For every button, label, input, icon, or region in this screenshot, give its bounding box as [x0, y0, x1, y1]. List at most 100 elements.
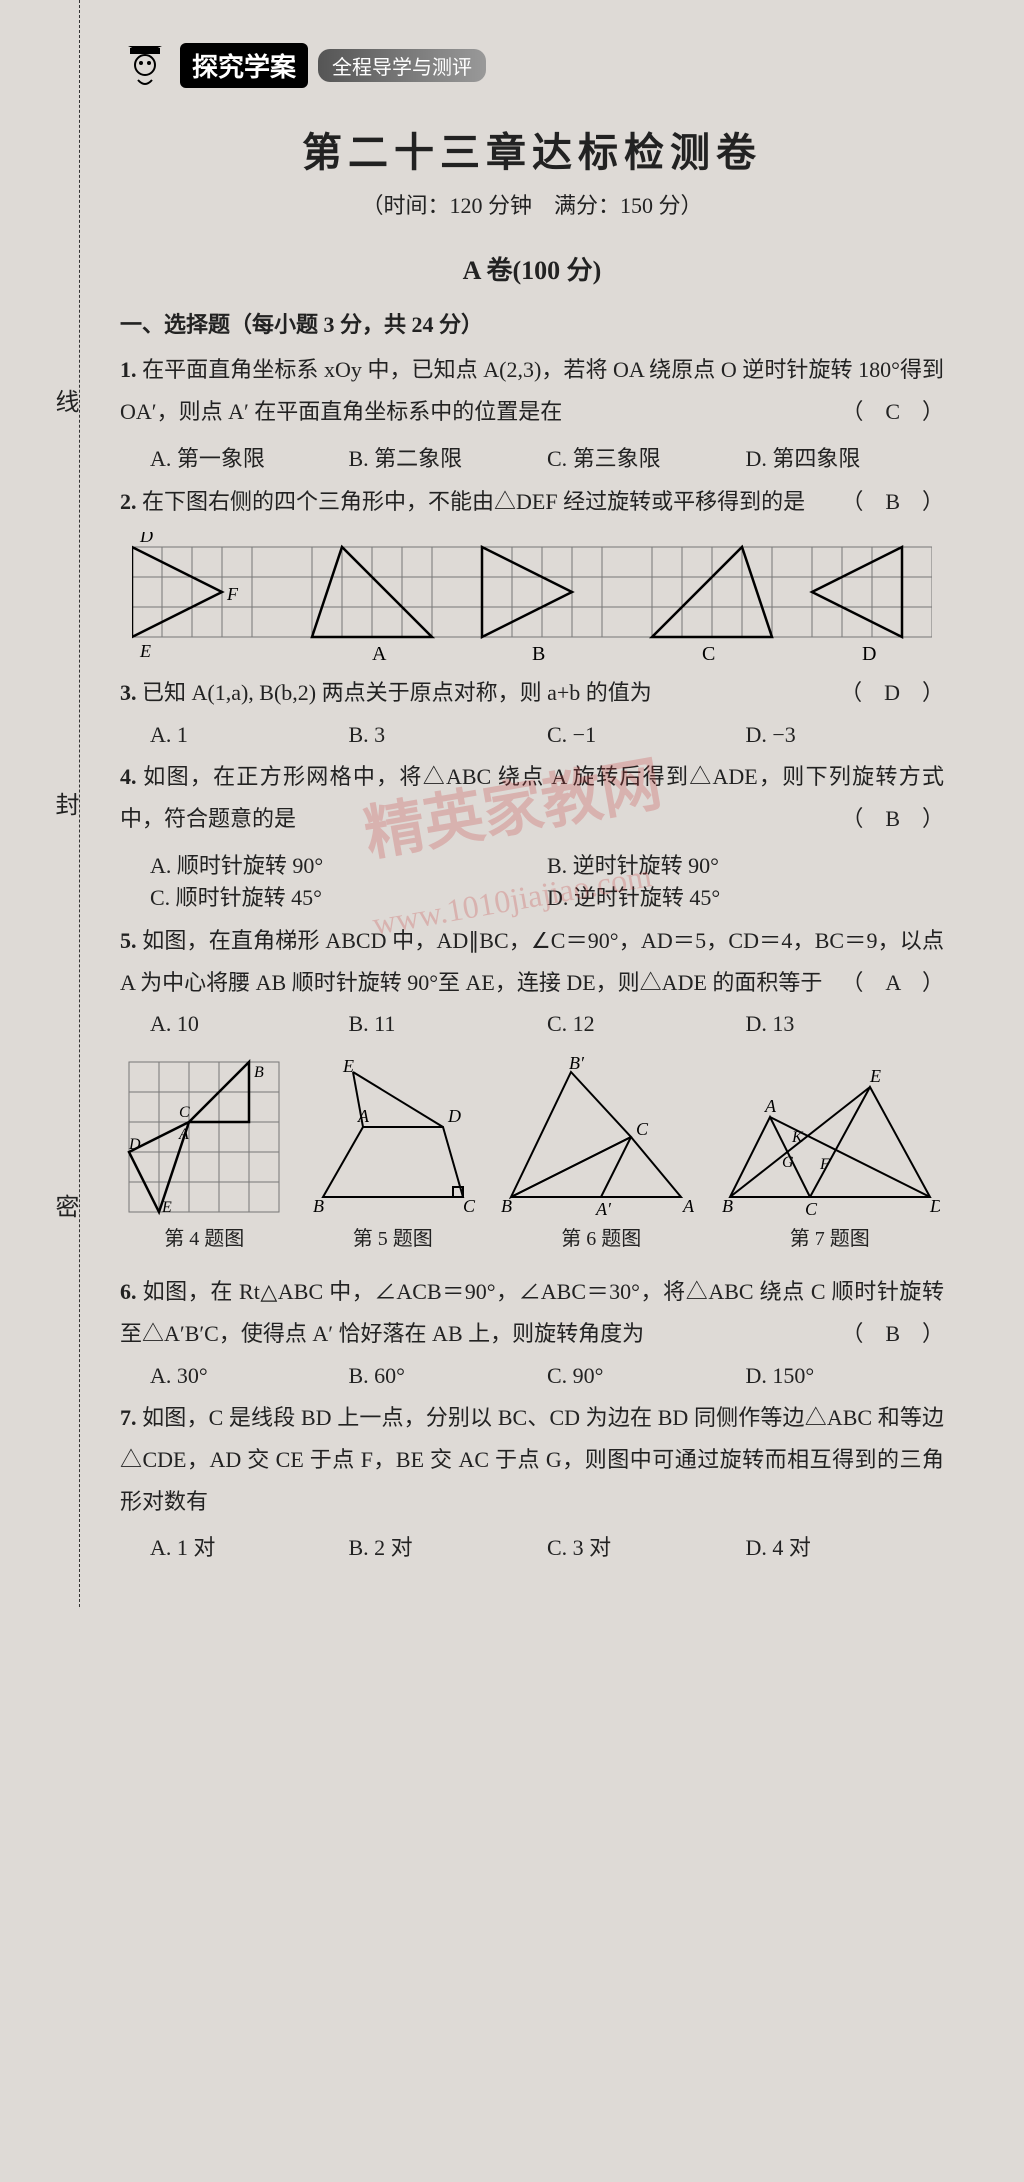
- q6-num: 6.: [120, 1279, 137, 1304]
- svg-text:D: D: [862, 643, 876, 662]
- q1-options: A. 第一象限 B. 第二象限 C. 第三象限 D. 第四象限: [150, 441, 944, 473]
- question-3: 3. 已知 A(1,a), B(b,2) 两点关于原点对称，则 a+b 的值为 …: [120, 672, 944, 714]
- question-4: 4. 如图，在正方形网格中，将△ABC 绕点 A 旋转后得到△ADE，则下列旋转…: [120, 756, 944, 840]
- brand-subtitle: 全程导学与测评: [318, 49, 486, 82]
- question-1: 1. 在平面直角坐标系 xOy 中，已知点 A(2,3)，若将 OA 绕原点 O…: [120, 349, 944, 433]
- q5-num: 5.: [120, 928, 137, 953]
- figure-row: A B C D E 第 4 题图 E A D B C 第 5 题图: [120, 1057, 944, 1251]
- q7-num: 7.: [120, 1405, 137, 1430]
- svg-text:B′: B′: [569, 1057, 585, 1073]
- time-score-info: （时间：120 分钟 满分：150 分）: [120, 188, 944, 220]
- svg-text:F: F: [226, 584, 239, 604]
- q5-options: A. 10 B. 11 C. 12 D. 13: [150, 1011, 944, 1037]
- svg-text:C: C: [636, 1119, 649, 1139]
- svg-text:G: G: [782, 1154, 794, 1171]
- q6-answer: （ B ）: [841, 1313, 944, 1355]
- side-label-3: 密: [47, 1194, 82, 1218]
- svg-text:D: D: [447, 1106, 461, 1126]
- q7-opt-d: D. 4 对: [746, 1530, 945, 1562]
- fig4: A B C D E 第 4 题图: [124, 1057, 284, 1251]
- q3-options: A. 1 B. 3 C. −1 D. −3: [150, 722, 944, 748]
- q4-opt-d: D. 逆时针旋转 45°: [547, 880, 944, 912]
- q4-options: A. 顺时针旋转 90° B. 逆时针旋转 90° C. 顺时针旋转 45° D…: [150, 848, 944, 912]
- svg-text:C: C: [463, 1196, 476, 1216]
- chapter-title: 第二十三章达标检测卷: [120, 120, 944, 178]
- q3-answer: （ D ）: [840, 672, 944, 714]
- svg-text:A: A: [764, 1096, 777, 1116]
- question-2: 2. 在下图右侧的四个三角形中，不能由△DEF 经过旋转或平移得到的是 （ B …: [120, 481, 944, 523]
- q7-opt-a: A. 1 对: [150, 1530, 349, 1562]
- q2-answer: （ B ）: [841, 481, 944, 523]
- q1-num: 1.: [120, 357, 137, 382]
- section-a-title: A 卷(100 分): [120, 250, 944, 287]
- q1-opt-d: D. 第四象限: [746, 441, 945, 473]
- svg-text:E: E: [342, 1057, 354, 1076]
- part1-heading: 一、选择题（每小题 3 分，共 24 分）: [120, 307, 944, 339]
- svg-text:A: A: [357, 1106, 370, 1126]
- page-header: 探究学案 全程导学与测评: [120, 40, 944, 90]
- q5-text: 如图，在直角梯形 ABCD 中，AD∥BC，∠C＝90°，AD＝5，CD＝4，B…: [120, 928, 944, 995]
- brand-title: 探究学案: [180, 43, 308, 88]
- q7-options: A. 1 对 B. 2 对 C. 3 对 D. 4 对: [150, 1530, 944, 1562]
- q3-num: 3.: [120, 680, 137, 705]
- q4-opt-b: B. 逆时针旋转 90°: [547, 848, 944, 880]
- question-5: 5. 如图，在直角梯形 ABCD 中，AD∥BC，∠C＝90°，AD＝5，CD＝…: [120, 920, 944, 1004]
- q2-text: 在下图右侧的四个三角形中，不能由△DEF 经过旋转或平移得到的是: [142, 489, 805, 514]
- q6-opt-a: A. 30°: [150, 1363, 349, 1389]
- q3-opt-a: A. 1: [150, 722, 349, 748]
- q3-text: 已知 A(1,a), B(b,2) 两点关于原点对称，则 a+b 的值为: [142, 680, 652, 705]
- q1-text: 在平面直角坐标系 xOy 中，已知点 A(2,3)，若将 OA 绕原点 O 逆时…: [120, 357, 944, 424]
- svg-text:A: A: [682, 1196, 695, 1216]
- fig7: A E B C D K G F 第 7 题图: [720, 1057, 940, 1251]
- q1-answer: （ C ）: [841, 391, 944, 433]
- q1-opt-a: A. 第一象限: [150, 441, 349, 473]
- seal-line: 线 封 密: [50, 0, 80, 1607]
- q7-text: 如图，C 是线段 BD 上一点，分别以 BC、CD 为边在 BD 同侧作等边△A…: [120, 1405, 944, 1514]
- svg-text:D: D: [139, 532, 153, 546]
- question-7: 7. 如图，C 是线段 BD 上一点，分别以 BC、CD 为边在 BD 同侧作等…: [120, 1397, 944, 1522]
- fig6-caption: 第 6 题图: [501, 1222, 701, 1251]
- q5-opt-c: C. 12: [547, 1011, 746, 1037]
- svg-text:A′: A′: [595, 1199, 612, 1217]
- svg-text:F: F: [819, 1156, 830, 1173]
- fig7-caption: 第 7 题图: [720, 1222, 940, 1251]
- q3-opt-c: C. −1: [547, 722, 746, 748]
- svg-text:B: B: [254, 1064, 264, 1081]
- q2-figure: D E F A B C D: [132, 532, 932, 662]
- q6-opt-d: D. 150°: [746, 1363, 945, 1389]
- fig4-caption: 第 4 题图: [124, 1222, 284, 1251]
- q7-opt-c: C. 3 对: [547, 1530, 746, 1562]
- svg-text:E: E: [139, 641, 151, 661]
- svg-text:E: E: [161, 1199, 172, 1216]
- q6-opt-c: C. 90°: [547, 1363, 746, 1389]
- q5-opt-b: B. 11: [349, 1011, 548, 1037]
- q3-opt-d: D. −3: [746, 722, 945, 748]
- q4-num: 4.: [120, 764, 137, 789]
- q4-answer: （ B ）: [841, 798, 944, 840]
- svg-text:C: C: [805, 1199, 818, 1217]
- q4-opt-c: C. 顺时针旋转 45°: [150, 880, 547, 912]
- q7-opt-b: B. 2 对: [349, 1530, 548, 1562]
- q6-opt-b: B. 60°: [349, 1363, 548, 1389]
- svg-text:B: B: [722, 1196, 733, 1216]
- q1-opt-b: B. 第二象限: [349, 441, 548, 473]
- svg-text:B: B: [501, 1196, 512, 1216]
- q4-opt-a: A. 顺时针旋转 90°: [150, 848, 547, 880]
- q5-answer: （ A ）: [841, 962, 944, 1004]
- svg-text:D: D: [929, 1196, 940, 1216]
- fig5-caption: 第 5 题图: [303, 1222, 483, 1251]
- q3-opt-b: B. 3: [349, 722, 548, 748]
- svg-text:E: E: [869, 1066, 881, 1086]
- svg-text:D: D: [128, 1136, 141, 1153]
- q4-text: 如图，在正方形网格中，将△ABC 绕点 A 旋转后得到△ADE，则下列旋转方式中…: [120, 764, 944, 831]
- svg-text:C: C: [179, 1104, 190, 1121]
- svg-text:B: B: [313, 1196, 324, 1216]
- scholar-icon: [120, 40, 170, 90]
- q6-text: 如图，在 Rt△ABC 中，∠ACB＝90°，∠ABC＝30°，将△ABC 绕点…: [120, 1279, 944, 1346]
- svg-text:B: B: [532, 643, 545, 662]
- fig5: E A D B C 第 5 题图: [303, 1057, 483, 1251]
- q5-opt-d: D. 13: [746, 1011, 945, 1037]
- question-6: 6. 如图，在 Rt△ABC 中，∠ACB＝90°，∠ABC＝30°，将△ABC…: [120, 1271, 944, 1355]
- side-label-1: 线: [47, 389, 82, 413]
- svg-text:K: K: [791, 1129, 804, 1146]
